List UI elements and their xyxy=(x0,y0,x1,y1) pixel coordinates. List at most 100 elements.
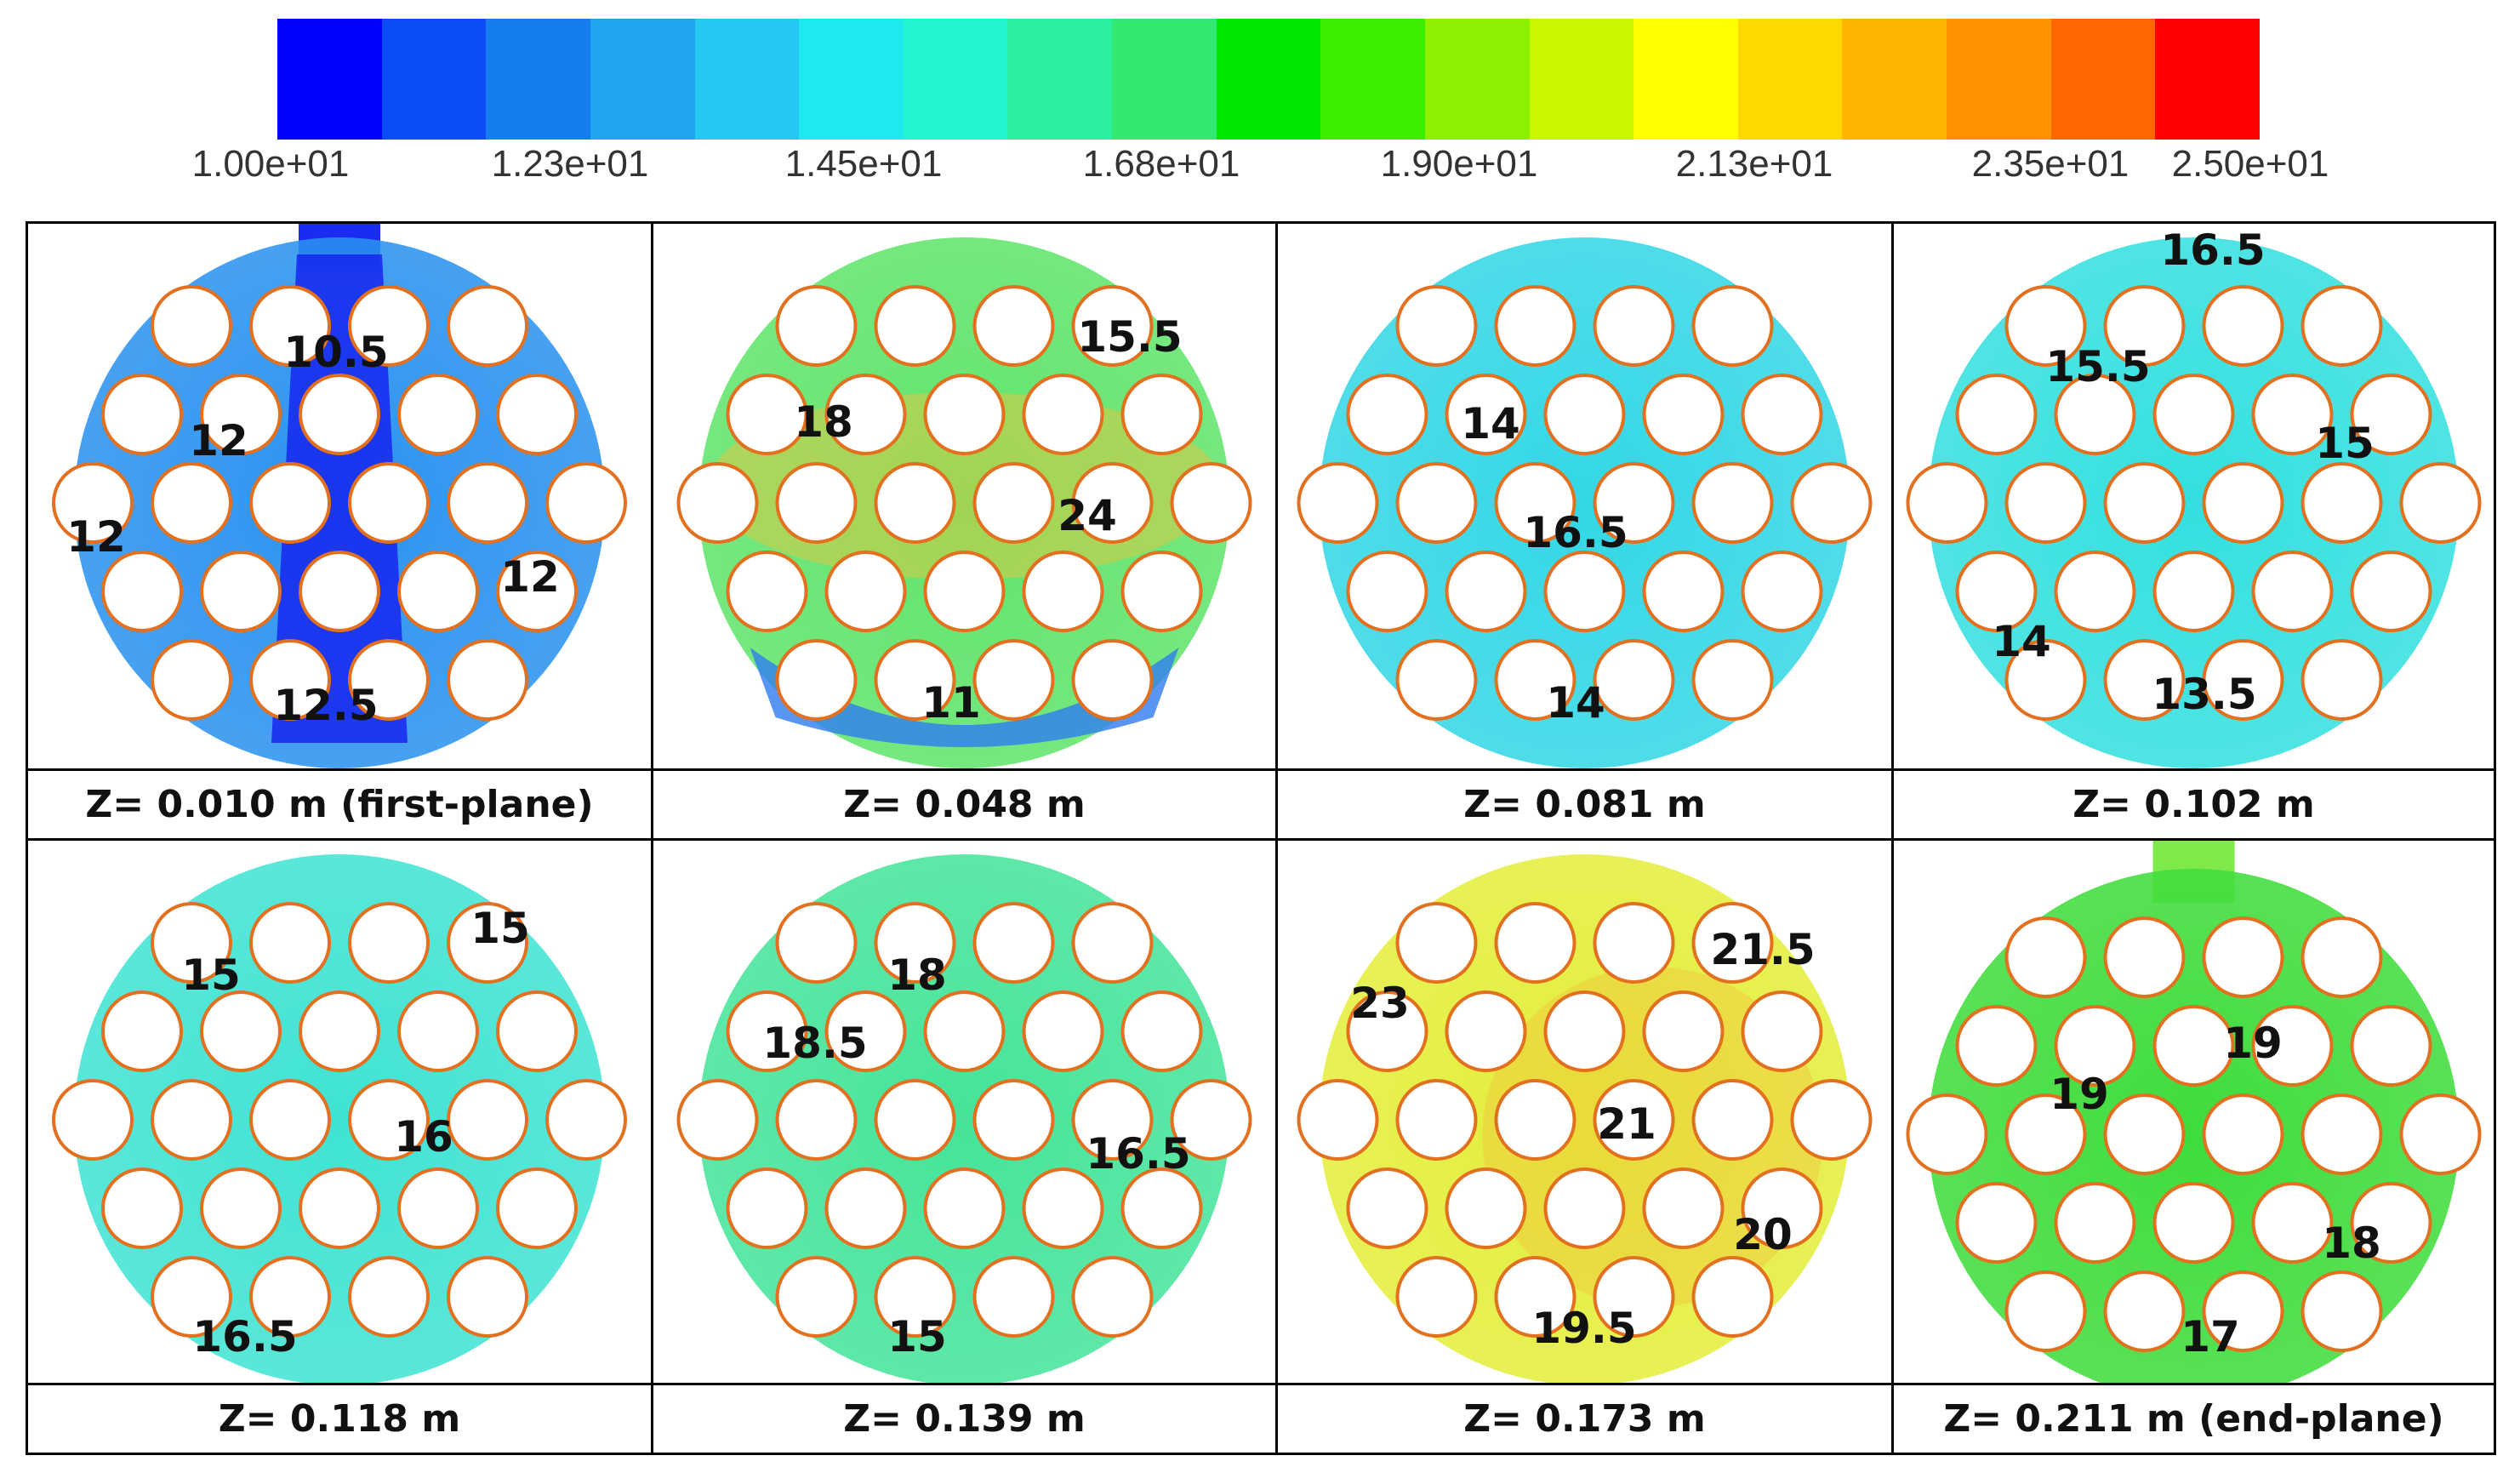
tube-cross-section xyxy=(545,462,627,544)
colorbar-segment-11 xyxy=(1424,19,1530,140)
tube-cross-section xyxy=(923,990,1006,1072)
tube-cross-section xyxy=(2399,1093,2482,1175)
tube-cross-section xyxy=(726,551,808,632)
colorbar-segment-14 xyxy=(1737,19,1843,140)
tube-cross-section xyxy=(775,902,858,984)
colorbar-segment-10 xyxy=(1320,19,1425,140)
tube-cross-section xyxy=(397,990,479,1072)
tube-cross-section xyxy=(1395,1256,1478,1338)
tube-cross-section xyxy=(1955,1182,2038,1264)
tube-cross-section xyxy=(2300,462,2383,544)
tube-cross-section xyxy=(200,1167,282,1249)
tube-cross-section xyxy=(1071,1079,1154,1161)
tube-cross-section xyxy=(151,639,232,721)
tube-cross-section xyxy=(1170,1079,1252,1161)
tube-cross-section xyxy=(1741,1167,1823,1249)
tube-cross-section xyxy=(972,1079,1055,1161)
tube-cross-section xyxy=(775,285,858,367)
tube-cross-section xyxy=(1543,374,1626,455)
tube-cross-section xyxy=(1120,990,1203,1072)
tube-cross-section xyxy=(348,639,430,721)
shell-cross-section xyxy=(1319,854,1850,1385)
tube-cross-section xyxy=(1494,1079,1576,1161)
tube-cross-section xyxy=(151,1256,232,1338)
cross-section-plot-4: 15 15 16 16.5 xyxy=(52,854,627,1385)
tube-cross-section xyxy=(1071,902,1154,984)
tube-cross-section xyxy=(2152,1182,2235,1264)
tube-cross-section xyxy=(1297,1079,1379,1161)
tube-cross-section xyxy=(923,551,1006,632)
contour-value-label: 12 xyxy=(500,552,560,602)
tube-cross-section xyxy=(1346,551,1428,632)
tube-cross-section xyxy=(1593,462,1675,544)
tube-cross-section xyxy=(397,374,479,455)
tube-cross-section xyxy=(972,639,1055,721)
tube-cross-section xyxy=(1120,551,1203,632)
tube-cross-section xyxy=(1593,285,1675,367)
colorbar-tick-label: 1.00e+01 xyxy=(191,143,350,185)
tube-cross-section xyxy=(1445,551,1527,632)
tube-cross-section xyxy=(824,990,907,1072)
tube-cross-section xyxy=(1494,285,1576,367)
panel-caption: Z= 0.118 m xyxy=(28,1383,651,1453)
contour-value-label: 16.5 xyxy=(2160,225,2265,275)
tube-cross-section xyxy=(348,285,430,367)
tube-cross-section xyxy=(200,551,282,632)
contour-value-label: 16.5 xyxy=(1523,508,1628,557)
tube-cross-section xyxy=(1022,551,1104,632)
tube-cross-section xyxy=(1955,1005,2038,1087)
tube-cross-section xyxy=(151,1079,232,1161)
tube-cross-section xyxy=(1346,1167,1428,1249)
tube-cross-section xyxy=(1494,462,1576,544)
tube-cross-section xyxy=(1445,1167,1527,1249)
tube-cross-section xyxy=(1395,902,1478,984)
tube-cross-section xyxy=(151,902,232,984)
tube-cross-section xyxy=(200,374,282,455)
contour-value-label: 16.5 xyxy=(192,1312,297,1361)
tube-cross-section xyxy=(1691,902,1774,984)
tube-cross-section xyxy=(1346,990,1428,1072)
contour-value-label: 15 xyxy=(887,1312,947,1361)
tube-cross-section xyxy=(1395,1079,1478,1161)
tube-cross-section xyxy=(775,1256,858,1338)
tube-cross-section xyxy=(874,285,956,367)
tube-cross-section xyxy=(2004,916,2087,998)
tube-cross-section xyxy=(1022,1167,1104,1249)
tube-cross-section xyxy=(249,639,331,721)
tube-cross-section xyxy=(775,1079,858,1161)
contour-value-label: 15 xyxy=(181,950,241,1000)
colorbar-segment-9 xyxy=(1216,19,1321,140)
shell-cross-section xyxy=(74,854,605,1385)
panel-caption: Z= 0.211 m (end-plane) xyxy=(1894,1383,2494,1453)
tube-cross-section xyxy=(299,551,380,632)
tube-cross-section xyxy=(545,1079,627,1161)
colorbar-segment-8 xyxy=(1112,19,1217,140)
contour-value-label: 16 xyxy=(394,1112,453,1162)
tube-cross-section xyxy=(726,990,808,1072)
tube-cross-section xyxy=(249,902,331,984)
colorbar-segment-2 xyxy=(486,19,590,140)
tube-cross-section xyxy=(676,1079,759,1161)
tube-cross-section xyxy=(447,285,528,367)
colorbar-tick-labels: 1.00e+01 1.23e+01 1.45e+01 1.68e+01 1.90e+01… xyxy=(0,143,2520,194)
tube-cross-section xyxy=(249,1079,331,1161)
panel-5: 18 18.5 16.5 15 Z= 0.139 m xyxy=(653,841,1278,1455)
tube-cross-section xyxy=(1691,462,1774,544)
tube-cross-section xyxy=(1642,990,1725,1072)
tube-cross-section xyxy=(1071,462,1154,544)
tube-cross-section xyxy=(874,462,956,544)
tube-cross-section xyxy=(2300,1093,2383,1175)
tube-cross-section xyxy=(1297,462,1379,544)
tube-cross-section xyxy=(1494,902,1576,984)
tube-cross-section xyxy=(972,285,1055,367)
tube-cross-section xyxy=(1691,639,1774,721)
contour-value-label: 15.5 xyxy=(1077,312,1182,362)
tube-cross-section xyxy=(923,1167,1006,1249)
colorbar xyxy=(277,19,2260,140)
tube-cross-section xyxy=(2103,462,2186,544)
contour-value-label: 19 xyxy=(2223,1019,2283,1068)
tube-cross-section xyxy=(2350,374,2432,455)
tube-cross-section xyxy=(348,462,430,544)
tube-cross-section xyxy=(101,1167,183,1249)
tube-cross-section xyxy=(249,1256,331,1338)
